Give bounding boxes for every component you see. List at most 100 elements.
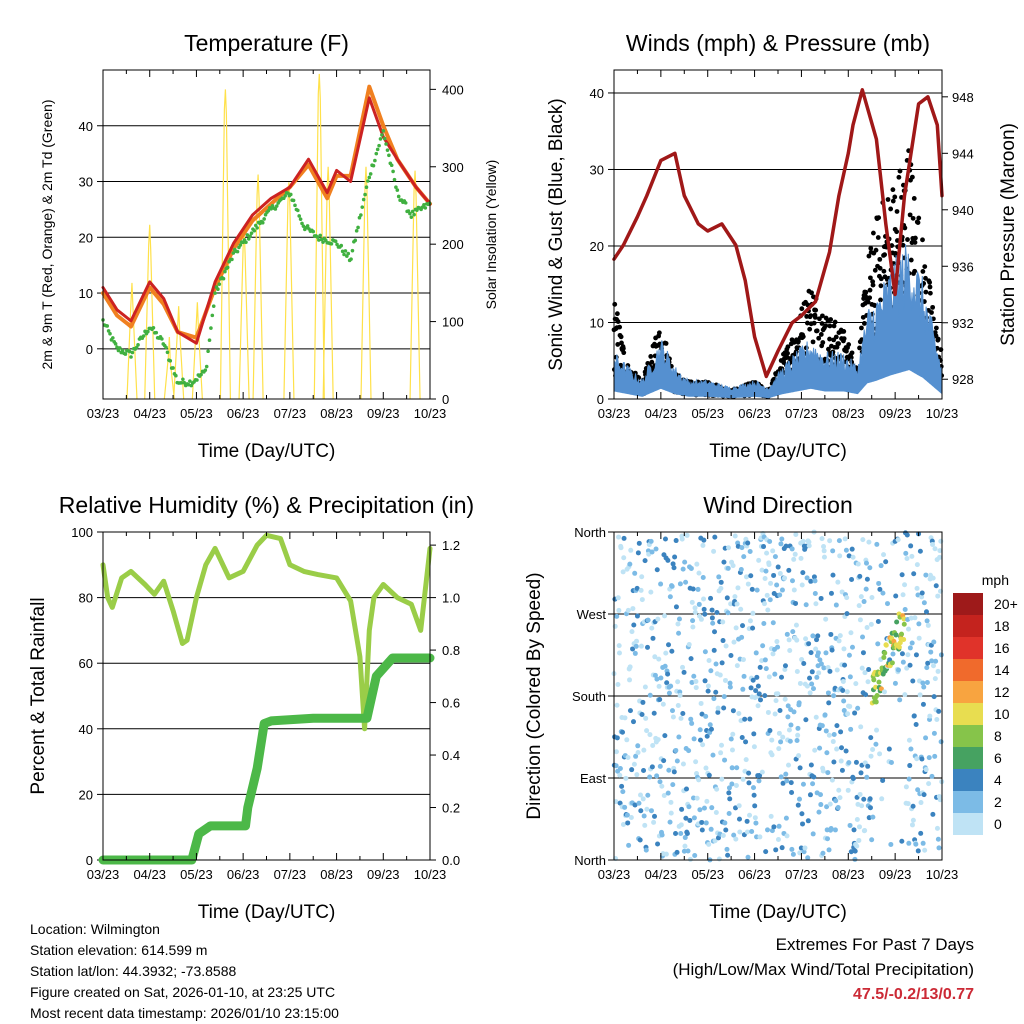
wind-direction-point — [644, 728, 650, 734]
wind-direction-point — [895, 667, 901, 673]
wind-direction-point — [843, 547, 849, 553]
gust-point — [916, 215, 922, 221]
panel-4-xlabel: Time (Day/UTC) — [709, 902, 847, 923]
gust-point — [818, 332, 824, 337]
wind-direction-point — [654, 567, 660, 573]
wind-direction-point — [910, 803, 916, 809]
wind-direction-point — [900, 659, 906, 665]
gust-point — [890, 187, 896, 193]
wind-direction-point — [788, 722, 794, 728]
wind-direction-point — [712, 534, 718, 540]
gust-point — [908, 257, 914, 263]
gust-point — [814, 328, 820, 334]
dewpoint-point — [357, 215, 362, 220]
wind-direction-point — [694, 795, 700, 801]
dewpoint-point — [423, 206, 428, 210]
wind-direction-point — [821, 544, 827, 550]
dewpoint-point — [221, 276, 226, 281]
wind-direction-point — [938, 652, 944, 658]
wind-direction-point — [888, 841, 894, 847]
wind-direction-point — [747, 812, 753, 818]
wind-direction-point — [670, 561, 676, 567]
wind-direction-point — [680, 566, 686, 572]
y-tick-label: 0 — [86, 853, 93, 868]
dewpoint-point — [356, 225, 360, 230]
wind-direction-point — [649, 549, 655, 555]
dewpoint-point — [377, 143, 381, 148]
wind-direction-point — [919, 590, 925, 596]
y-right-tick-label: 0 — [442, 392, 449, 407]
wind-direction-point — [877, 751, 883, 757]
wind-direction-point — [629, 767, 635, 773]
wind-direction-point — [819, 723, 825, 729]
wind-direction-point — [935, 593, 941, 599]
wind-direction-point — [779, 845, 785, 851]
dewpoint-point — [342, 252, 346, 257]
gust-point — [827, 336, 832, 342]
gust-point — [920, 237, 925, 243]
panel-1-xlabel: Time (Day/UTC) — [198, 441, 336, 462]
wind-direction-point — [722, 677, 728, 683]
wind-direction-point — [765, 607, 771, 613]
gust-point — [857, 345, 862, 351]
dewpoint-point — [321, 240, 325, 244]
dewpoint-point — [350, 248, 355, 253]
wind-direction-point — [784, 833, 790, 839]
wind-direction-point — [662, 733, 668, 739]
dewpoint-point — [374, 151, 379, 156]
solar-insolation-spike — [219, 89, 231, 400]
y-right-tick-label: 948 — [952, 90, 974, 105]
dewpoint-point — [360, 205, 365, 209]
wind-direction-point — [871, 677, 877, 683]
wind-direction-point — [670, 714, 676, 720]
wind-direction-point — [777, 592, 783, 598]
wind-direction-point — [784, 778, 790, 784]
wind-direction-point — [733, 836, 739, 842]
gust-point — [868, 275, 873, 281]
dewpoint-point — [188, 379, 192, 383]
wind-direction-point — [841, 698, 847, 704]
wind-direction-point — [771, 572, 777, 578]
wind-direction-point — [615, 595, 621, 601]
wind-direction-point — [737, 829, 743, 835]
recent-text: Most recent data timestamp: 2026/01/10 2… — [30, 1005, 339, 1021]
wind-direction-point — [706, 772, 712, 778]
colorbar-swatch — [953, 747, 983, 769]
wind-direction-point — [668, 810, 674, 816]
wind-direction-point — [779, 587, 785, 593]
wind-direction-point — [816, 670, 822, 676]
y-right-tick-label: 932 — [952, 316, 974, 331]
wind-direction-point — [819, 536, 825, 542]
wind-direction-point — [893, 632, 899, 638]
wind-direction-point — [759, 769, 765, 775]
wind-direction-point — [622, 804, 628, 810]
wind-direction-point — [718, 585, 724, 591]
gust-point — [863, 289, 869, 295]
dewpoint-point — [113, 342, 118, 346]
wind-direction-point — [728, 652, 734, 658]
wind-direction-point — [731, 639, 737, 645]
wind-direction-point — [852, 848, 858, 854]
wind-direction-point — [791, 709, 797, 715]
wind-direction-point — [693, 678, 699, 684]
wind-direction-point — [913, 721, 919, 727]
wind-direction-point — [921, 600, 927, 606]
gust-point — [863, 293, 868, 299]
wind-direction-point — [727, 684, 733, 690]
wind-direction-point — [906, 840, 912, 846]
wind-direction-point — [805, 818, 811, 824]
dewpoint-point — [203, 368, 208, 372]
wind-direction-point — [726, 785, 732, 791]
dewpoint-point — [293, 203, 297, 208]
wind-direction-point — [846, 553, 852, 559]
wind-direction-point — [770, 651, 776, 657]
wind-direction-point — [847, 674, 853, 680]
wind-direction-point — [745, 540, 751, 546]
dewpoint-point — [329, 242, 334, 246]
x-tick-label: 03/23 — [87, 406, 120, 421]
colorbar-label: 16 — [994, 640, 1010, 656]
wind-direction-point — [773, 698, 779, 704]
wind-direction-point — [777, 571, 783, 577]
x-tick-label: 10/23 — [926, 406, 959, 421]
wind-direction-point — [848, 630, 854, 636]
